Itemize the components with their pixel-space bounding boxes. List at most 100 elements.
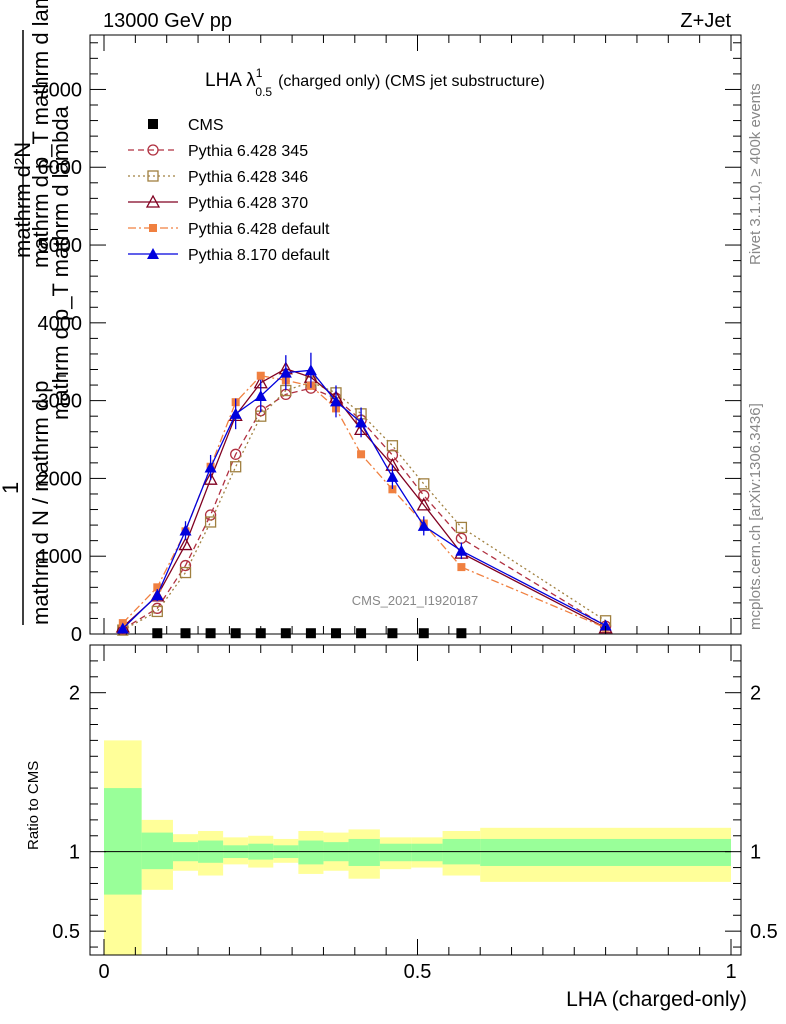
- x-tick-label: 1: [725, 961, 736, 983]
- mc-point: [179, 559, 192, 572]
- legend-entry: Pythia 6.428 345: [128, 143, 308, 160]
- ratio-y-tick-label: 1: [69, 842, 80, 864]
- mc-point: [145, 194, 161, 208]
- title-main: LHA λ: [205, 70, 256, 91]
- mc-point: [256, 371, 265, 380]
- mc-point: [116, 622, 129, 634]
- ratio-y-tick-label-right: 2: [750, 683, 761, 705]
- cms-data-point: [330, 628, 341, 639]
- mc-point: [418, 489, 430, 502]
- main-y-axis-title: mathrm d²N mathrm d p_T mathrm d lambda …: [0, 0, 73, 625]
- rivet-label: Rivet 3.1.10, ≥ 400k events: [747, 83, 764, 265]
- mc-point: [304, 364, 317, 376]
- x-axis-title: LHA (charged-only): [566, 988, 747, 1011]
- mc-point: [417, 519, 430, 531]
- cms-data-point: [152, 628, 163, 639]
- legend-label: Pythia 6.428 370: [188, 195, 308, 212]
- cms-data-point: [456, 628, 467, 639]
- y-tick-label: 7000: [38, 79, 83, 101]
- x-tick-label: 0.5: [404, 961, 432, 983]
- mc-point: [229, 407, 242, 419]
- x-tick-label: 0: [98, 961, 109, 983]
- series-line: [122, 367, 606, 629]
- mc-point: [355, 416, 368, 428]
- mc-point: [599, 619, 612, 631]
- ylabel-one: 1: [0, 482, 23, 494]
- energy-label: 13000 GeV pp: [103, 10, 232, 32]
- legend-entry: CMS: [148, 117, 224, 134]
- cms-data-point: [387, 628, 398, 639]
- stat-uncertainty-band: [480, 838, 731, 866]
- series-line: [122, 387, 606, 630]
- cms-data-point: [148, 119, 158, 129]
- main-plot-area: [115, 352, 613, 639]
- series-cms: [152, 628, 467, 639]
- mc-point: [204, 509, 217, 521]
- mc-point: [151, 605, 163, 618]
- ratio-y-tick-label: 2: [69, 683, 80, 705]
- mc-point: [179, 566, 192, 579]
- mc-point: [151, 589, 164, 601]
- cms-data-point: [356, 628, 367, 639]
- ylabel-top3: mathrm d p_T mathrm d lambda: [48, 105, 73, 420]
- stat-uncertainty-band: [379, 843, 412, 862]
- mc-point: [147, 144, 159, 156]
- ylabel-bot1: mathrm d N / mathrm d p: [28, 380, 53, 625]
- mc-point: [147, 170, 159, 182]
- cms-data-point: [305, 628, 316, 639]
- stat-uncertainty-band: [298, 840, 324, 865]
- y-tick-label: 0: [71, 624, 82, 646]
- legend-label: CMS: [188, 117, 224, 134]
- series-line: [122, 369, 606, 630]
- mc-point: [457, 563, 466, 572]
- legend-label: Pythia 6.428 default: [188, 221, 330, 238]
- mc-point: [204, 461, 217, 473]
- ratio-y-axis-title: Ratio to CMS: [25, 761, 42, 850]
- ratio-uncertainty-bands: [104, 740, 731, 955]
- ratio-axes: 0.5 0.5 1 1 2 2 0 0.5 1: [52, 645, 778, 983]
- stat-uncertainty-band: [348, 838, 380, 866]
- y-tick-label: 4000: [38, 313, 83, 335]
- cms-data-point: [418, 628, 429, 639]
- mc-point: [147, 248, 159, 259]
- y-tick-label: 5000: [38, 235, 83, 257]
- legend-entry: Pythia 6.428 346: [128, 169, 308, 186]
- legend: CMS Pythia 6.428 345 Pythia 6.428 346 Pythi…: [128, 117, 330, 264]
- mc-point: [279, 366, 292, 378]
- ratio-y-tick-label-right: 1: [750, 842, 761, 864]
- legend-label: Pythia 6.428 346: [188, 169, 308, 186]
- mc-point: [203, 471, 218, 485]
- mc-point: [153, 583, 162, 592]
- ratio-panel-frame: [89, 644, 742, 956]
- main-y-axis: 0 1000 2000 3000 4000 5000 6000 7000: [38, 35, 741, 646]
- stat-uncertainty-band: [411, 843, 443, 862]
- main-panel-frame: [89, 34, 742, 635]
- legend-entry: Pythia 6.428 default: [128, 221, 330, 238]
- title-sup: 1: [256, 66, 263, 80]
- mc-point: [179, 524, 192, 536]
- process-label: Z+Jet: [680, 10, 731, 32]
- y-tick-label: 2000: [38, 468, 83, 490]
- mc-point: [386, 470, 399, 482]
- mc-point: [178, 537, 193, 551]
- title-rest: (charged only) (CMS jet substructure): [278, 73, 545, 90]
- legend-entry: Pythia 8.170 default: [128, 247, 330, 264]
- mc-point: [230, 448, 242, 460]
- y-tick-label: 6000: [38, 157, 83, 179]
- mc-point: [357, 450, 366, 459]
- ratio-y-tick-label-right: 0.5: [750, 921, 778, 943]
- ratio-y-tick-label: 0.5: [52, 921, 80, 943]
- mcplots-label: mcplots.cern.ch [arXiv:1306.3436]: [747, 403, 764, 630]
- mc-point: [455, 521, 468, 534]
- stat-uncertainty-band: [141, 832, 173, 870]
- mc-point: [230, 461, 242, 473]
- cms-data-point: [230, 628, 241, 639]
- mc-point: [418, 478, 430, 490]
- mc-point: [386, 440, 399, 452]
- y-tick-label: 3000: [38, 391, 83, 413]
- legend-label: Pythia 6.428 345: [188, 143, 308, 160]
- cms-data-point: [205, 628, 216, 639]
- mc-point: [388, 485, 397, 494]
- legend-label: Pythia 8.170 default: [188, 247, 330, 264]
